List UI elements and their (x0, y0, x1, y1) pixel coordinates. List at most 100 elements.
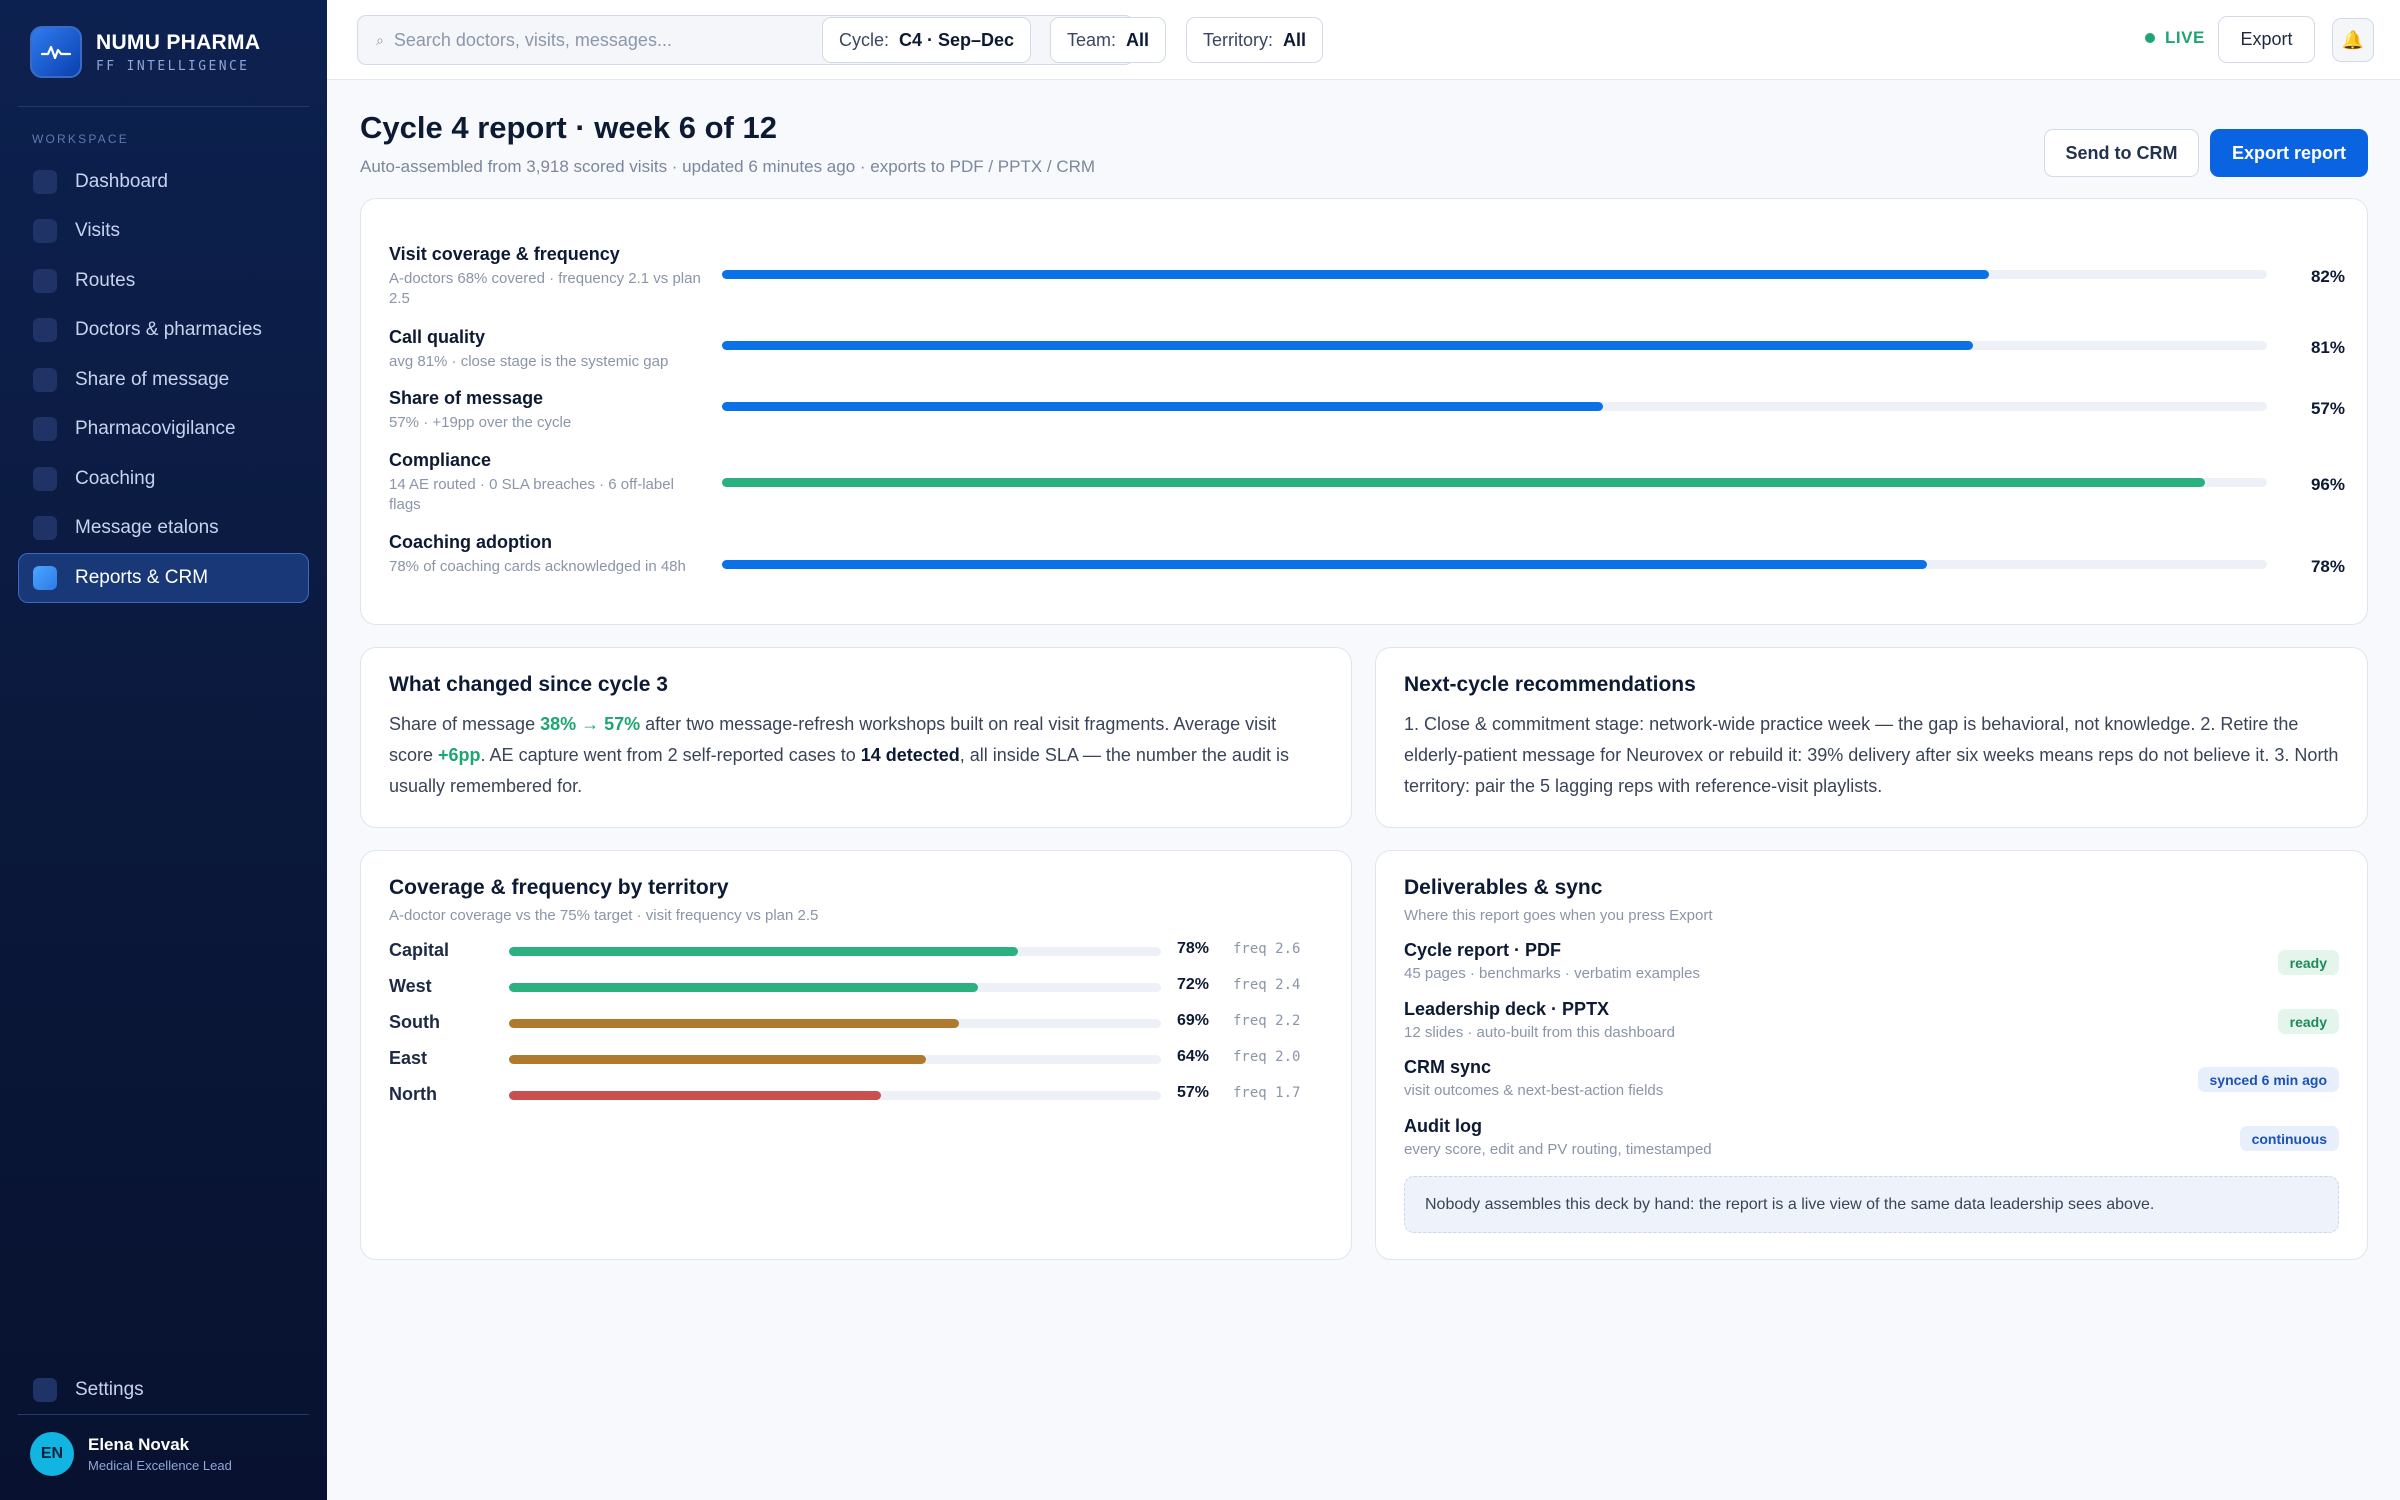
cycle-filter[interactable]: Cycle: C4 · Sep–Dec (822, 17, 1032, 63)
user-name: Elena Novak (88, 1435, 190, 1454)
territory-frequency: freq 2.6 (1233, 941, 1301, 957)
territory-bar-fill (509, 1019, 959, 1028)
reports-icon (33, 565, 57, 590)
deliverable-sub: 45 pages · benchmarks · verbatim example… (1404, 965, 1700, 982)
live-dot-icon (2145, 33, 2155, 43)
kpi-row-compliance: Compliance 14 AE routed · 0 SLA breaches… (389, 450, 2345, 513)
pharmacovigilance-icon (33, 417, 57, 442)
sidebar-item-visits[interactable]: Visits (18, 207, 309, 257)
territory-frequency: freq 2.4 (1233, 977, 1301, 993)
territory-bar-track (509, 1091, 1161, 1100)
share-of-message-icon (33, 367, 57, 392)
changes-title: What changed since cycle 3 (389, 673, 668, 696)
export-button[interactable]: Export (2218, 16, 2315, 63)
kpi-value: 57% (2310, 399, 2345, 418)
territory-value: 57% (1176, 1084, 1209, 1101)
territory-bar-fill (509, 983, 979, 992)
kpi-name: Coaching adoption (389, 532, 552, 552)
kpi-bar-fill (722, 478, 2206, 487)
sidebar-item-label: Pharmacovigilance (75, 418, 236, 440)
kpi-value: 81% (2310, 338, 2345, 357)
territory-bar-track (509, 983, 1161, 992)
changes-highlight: +6pp (438, 745, 481, 765)
territory-filter[interactable]: Territory: All (1186, 17, 1324, 63)
territory-subtitle: A-doctor coverage vs the 75% target · vi… (389, 907, 819, 924)
deliverable-crm-sync[interactable]: CRM sync visit outcomes & next-best-acti… (1404, 1057, 2339, 1107)
kpi-card: Visit coverage & frequency A-doctors 68%… (360, 198, 2368, 625)
sidebar-divider (18, 106, 309, 107)
export-report-button[interactable]: Export report (2210, 129, 2368, 177)
sidebar-item-dashboard[interactable]: Dashboard (18, 157, 309, 207)
routes-icon (33, 268, 57, 293)
territory-name: West (389, 976, 432, 996)
changes-text-part: Share of message (389, 714, 541, 734)
sidebar-item-doctors-pharmacies[interactable]: Doctors & pharmacies (18, 306, 309, 356)
changes-card: What changed since cycle 3 Share of mess… (360, 647, 1352, 828)
workspace-section-label: WORKSPACE (32, 132, 129, 146)
status-badge: ready (2277, 950, 2339, 975)
brand-logo[interactable]: NUMU PHARMA FF INTELLIGENCE (30, 26, 260, 78)
kpi-sub: 14 AE routed · 0 SLA breaches · 6 off-la… (389, 476, 674, 513)
kpi-row-coverage: Visit coverage & frequency A-doctors 68%… (389, 244, 2345, 307)
sidebar-item-message-etalons[interactable]: Message etalons (18, 504, 309, 554)
team-filter[interactable]: Team: All (1050, 17, 1167, 63)
status-badge: continuous (2239, 1126, 2339, 1151)
kpi-row-share-of-message: Share of message 57% · +19pp over the cy… (389, 388, 2345, 434)
cycle-filter-label: Cycle: (839, 29, 890, 50)
territory-row-east: East 64% freq 2.0 (389, 1048, 1321, 1070)
pulse-logo-icon (30, 26, 82, 78)
kpi-bar-track (722, 402, 2267, 411)
sidebar-item-routes[interactable]: Routes (18, 256, 309, 306)
doctors-icon (33, 318, 57, 343)
brand-subtitle: FF INTELLIGENCE (96, 58, 250, 74)
sidebar-item-label: Visits (75, 220, 121, 242)
kpi-row-coaching-adoption: Coaching adoption 78% of coaching cards … (389, 532, 2345, 592)
territory-card: Coverage & frequency by territory A-doct… (360, 850, 1352, 1260)
territory-value: 78% (1176, 940, 1209, 957)
sidebar-item-label: Settings (75, 1378, 144, 1400)
territory-bar-fill (509, 947, 1018, 956)
kpi-bar-track (722, 270, 2267, 279)
live-indicator: LIVE (2145, 28, 2205, 48)
kpi-bar-fill (722, 560, 1928, 569)
sidebar-item-settings[interactable]: Settings (18, 1365, 309, 1415)
top-bar: ⌕ Search doctors, visits, messages... Cy… (327, 0, 2400, 80)
sidebar-item-label: Routes (75, 269, 136, 291)
deliverable-cycle-report[interactable]: Cycle report · PDF 45 pages · benchmarks… (1404, 940, 2339, 990)
sidebar-item-coaching[interactable]: Coaching (18, 454, 309, 504)
brand-name: NUMU PHARMA (96, 30, 261, 54)
bell-icon[interactable]: 🔔 (2332, 18, 2374, 62)
kpi-sub: avg 81% · close stage is the systemic ga… (389, 353, 669, 370)
visits-icon (33, 219, 57, 244)
territory-filter-value: All (1283, 29, 1307, 50)
recommendations-text: 1. Close & commitment stage: network-wid… (1404, 714, 2339, 796)
kpi-name: Visit coverage & frequency (389, 244, 620, 264)
status-badge: ready (2277, 1009, 2339, 1034)
changes-text-part: after two message-refresh workshops buil… (389, 714, 1277, 765)
kpi-bar-track (722, 341, 2267, 350)
kpi-name: Compliance (389, 450, 492, 470)
sidebar-item-reports-crm[interactable]: Reports & CRM (18, 553, 309, 603)
sidebar-item-pharmacovigilance[interactable]: Pharmacovigilance (18, 405, 309, 455)
deliverable-sub: visit outcomes & next-best-action fields (1404, 1082, 1664, 1099)
deliverable-leadership-deck[interactable]: Leadership deck · PPTX 12 slides · auto-… (1404, 999, 2339, 1049)
team-filter-label: Team: (1067, 29, 1117, 50)
user-profile[interactable]: EN Elena Novak Medical Excellence Lead (30, 1432, 232, 1476)
sidebar-item-share-of-message[interactable]: Share of message (18, 355, 309, 405)
deliverables-title: Deliverables & sync (1404, 876, 1603, 899)
deliverable-audit-log[interactable]: Audit log every score, edit and PV routi… (1404, 1116, 2339, 1166)
kpi-value: 96% (2310, 475, 2345, 494)
kpi-row-call-quality: Call quality avg 81% · close stage is th… (389, 327, 2345, 373)
send-to-crm-button[interactable]: Send to CRM (2044, 129, 2199, 177)
sidebar-nav: Dashboard Visits Routes Doctors & pharma… (18, 157, 309, 603)
kpi-name: Share of message (389, 388, 544, 408)
changes-text-part: , all inside SLA — the number the audit … (389, 745, 1289, 796)
page-title: Cycle 4 report · week 6 of 12 (360, 110, 777, 145)
sidebar-item-label: Coaching (75, 467, 156, 489)
territory-name: North (389, 1084, 437, 1104)
dashboard-icon (33, 169, 57, 194)
page-subtitle: Auto-assembled from 3,918 scored visits … (360, 157, 1096, 176)
kpi-name: Call quality (389, 327, 486, 347)
deliverables-subtitle: Where this report goes when you press Ex… (1404, 907, 1713, 924)
kpi-bar-fill (722, 270, 1989, 279)
